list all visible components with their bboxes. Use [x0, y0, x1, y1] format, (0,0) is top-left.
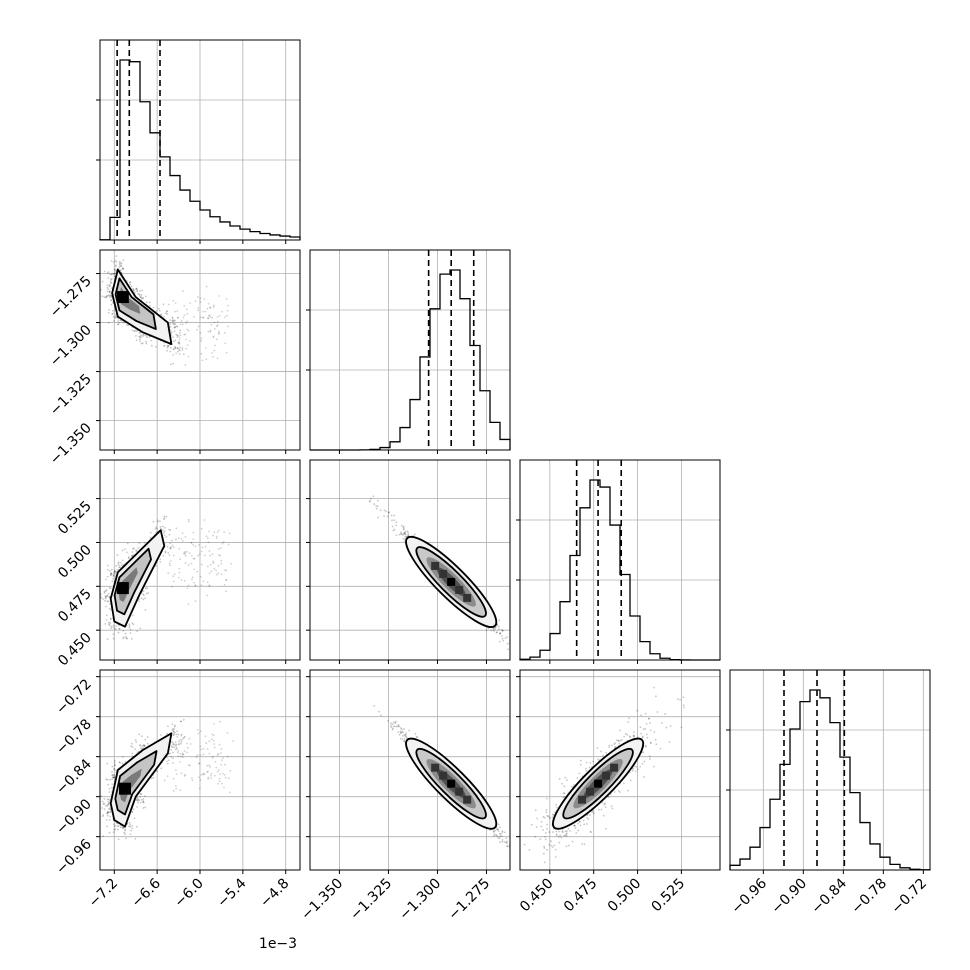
y-tick-label: −0.96 — [53, 836, 95, 878]
scatter-panel-1-0-frame — [99, 249, 301, 451]
scatter-panel-3-2 — [523, 686, 685, 864]
panel-layer — [96, 39, 931, 874]
scatter-panel-1-0 — [100, 255, 229, 367]
x-tick-label: −7.2 — [86, 876, 121, 911]
y-tick-label: 0.525 — [55, 498, 95, 538]
histogram-panel-3-frame — [729, 669, 931, 871]
y-tick-label: 0.450 — [55, 630, 95, 670]
x-tick-label: −1.325 — [347, 876, 395, 924]
x-tick-label: −0.72 — [889, 876, 931, 918]
y-tick-label: −0.72 — [53, 676, 95, 718]
x-tick-label: 0.450 — [517, 876, 557, 916]
x-tick-label: −0.96 — [729, 875, 771, 917]
y-tick-label: 0.475 — [55, 586, 95, 626]
x-tick-label: −1.275 — [445, 876, 493, 924]
y-tick-label: 0.500 — [55, 542, 95, 582]
x-tick-label: 0.525 — [649, 876, 689, 916]
scatter-panel-2-0 — [100, 515, 233, 641]
scatter-panel-3-1-frame — [309, 669, 511, 871]
scatter-panel-3-1 — [373, 705, 510, 848]
y-tick-label: −1.275 — [47, 273, 95, 321]
x-tick-label: −0.84 — [809, 875, 851, 917]
x-tick-label: −4.8 — [257, 876, 292, 911]
x-tick-label: −6.6 — [129, 875, 164, 910]
x-tick-label: −1.300 — [396, 876, 444, 924]
x-tick-label: −1.350 — [298, 876, 346, 924]
x-tick-label: −5.4 — [214, 875, 249, 910]
x-tick-label: 0.475 — [561, 876, 601, 916]
scatter-panel-2-0-frame — [99, 459, 301, 661]
histogram-panel-0-frame — [99, 39, 301, 241]
histogram-3 — [729, 689, 931, 871]
scatter-panel-3-0 — [100, 718, 234, 841]
scatter-panel-2-1-frame — [309, 459, 511, 661]
x-tick-label: 0.500 — [605, 876, 645, 916]
histogram-panel-1-frame — [309, 249, 511, 451]
scatter-panel-2-1 — [368, 495, 510, 651]
x-tick-label: −0.78 — [849, 876, 891, 918]
y-tick-label: −0.90 — [53, 796, 95, 838]
scatter-panel-3-2-frame — [519, 669, 721, 871]
histogram-1 — [310, 269, 511, 451]
x-tick-label: −0.90 — [769, 876, 811, 918]
x-tick-label: −6.0 — [171, 876, 206, 911]
histogram-panel-2-frame — [519, 459, 721, 661]
y-tick-label: −0.78 — [53, 716, 95, 758]
y-tick-label: −1.325 — [47, 371, 95, 419]
x-offset-label: 1e−3 — [259, 936, 297, 952]
y-tick-label: −1.350 — [47, 420, 95, 468]
y-tick-label: −1.300 — [47, 322, 95, 370]
y-tick-label: −0.84 — [53, 756, 95, 798]
scatter-panel-3-0-frame — [99, 669, 301, 871]
